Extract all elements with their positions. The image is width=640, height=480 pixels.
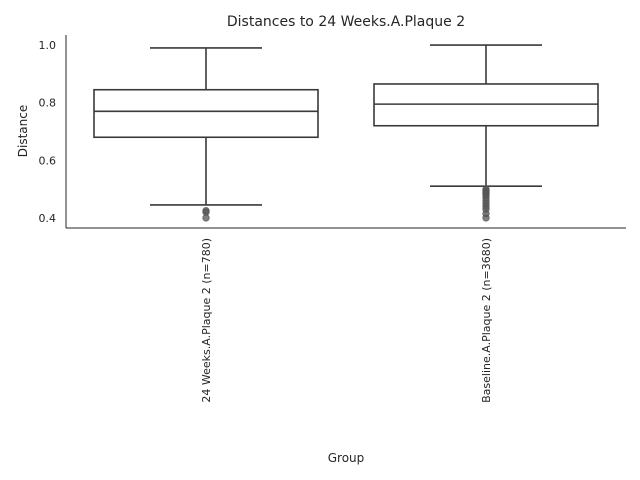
x-axis-ticks: 24 Weeks.A.Plaque 2 (n=780) Baseline.A.Pl… xyxy=(200,238,493,403)
y-tick-label: 1.0 xyxy=(39,39,57,52)
box-group-2 xyxy=(373,44,599,222)
iqr-box xyxy=(93,88,319,139)
y-axis-label: Distance xyxy=(16,105,30,157)
x-tick-label: 24 Weeks.A.Plaque 2 (n=780) xyxy=(200,238,213,403)
y-tick-label: 0.4 xyxy=(39,212,57,225)
y-tick-label: 0.6 xyxy=(39,154,57,167)
outlier-point xyxy=(202,207,210,215)
y-axis-ticks: 0.4 0.6 0.8 1.0 xyxy=(39,39,57,225)
plot-area xyxy=(93,44,599,222)
x-tick-label: Baseline.A.Plaque 2 (n=3680) xyxy=(480,238,493,403)
chart-title: Distances to 24 Weeks.A.Plaque 2 xyxy=(227,14,465,30)
outlier-point xyxy=(202,214,210,222)
box-group-1 xyxy=(93,47,319,222)
outlier-point xyxy=(482,214,490,222)
y-tick-label: 0.8 xyxy=(39,97,57,110)
x-axis-label: Group xyxy=(328,451,365,465)
